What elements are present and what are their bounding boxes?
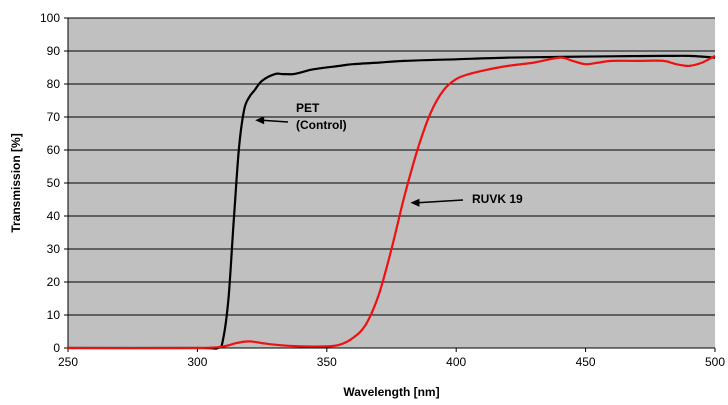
y-axis-ticks: 0 10 20 30 40 50 60 70 80 90 100 bbox=[40, 11, 68, 355]
y-tick-label-100: 100 bbox=[40, 11, 60, 25]
annotation-arrow-shaft-1 bbox=[417, 199, 464, 204]
series-line-0 bbox=[68, 54, 716, 350]
annotation-label-0-0: PET bbox=[296, 101, 320, 115]
annotation-label-0-1: (Control) bbox=[296, 118, 347, 132]
annotation-arrow-head-1 bbox=[410, 198, 420, 207]
x-axis-title: Wavelength [nm] bbox=[343, 385, 439, 399]
x-tick-label-400: 400 bbox=[446, 355, 466, 369]
y-axis-title: Transmission [%] bbox=[9, 133, 23, 232]
y-tick-label-40: 40 bbox=[47, 209, 61, 223]
y-tick-label-80: 80 bbox=[47, 77, 61, 91]
y-tick-label-0: 0 bbox=[53, 341, 60, 355]
x-axis-ticks: 250 300 350 400 450 500 bbox=[58, 348, 725, 369]
annotation-arrow-head-0 bbox=[255, 116, 265, 125]
annotation-arrow-shaft-0 bbox=[262, 119, 289, 123]
y-tick-label-50: 50 bbox=[47, 176, 61, 190]
series-lines bbox=[67, 54, 716, 350]
x-tick-label-500: 500 bbox=[705, 355, 725, 369]
x-tick-label-450: 450 bbox=[576, 355, 596, 369]
series-line-1 bbox=[67, 54, 716, 350]
x-tick-label-300: 300 bbox=[187, 355, 207, 369]
y-tick-label-30: 30 bbox=[47, 242, 61, 256]
y-tick-label-10: 10 bbox=[47, 308, 61, 322]
y-tick-label-90: 90 bbox=[47, 44, 61, 58]
annotations: PET (Control) RUVK 19 bbox=[255, 101, 523, 207]
y-tick-label-70: 70 bbox=[47, 110, 61, 124]
gridlines bbox=[68, 17, 715, 349]
y-tick-label-60: 60 bbox=[47, 143, 61, 157]
y-tick-label-20: 20 bbox=[47, 275, 61, 289]
x-tick-label-350: 350 bbox=[317, 355, 337, 369]
x-tick-label-250: 250 bbox=[58, 355, 78, 369]
annotation-label-1-0: RUVK 19 bbox=[472, 192, 523, 206]
